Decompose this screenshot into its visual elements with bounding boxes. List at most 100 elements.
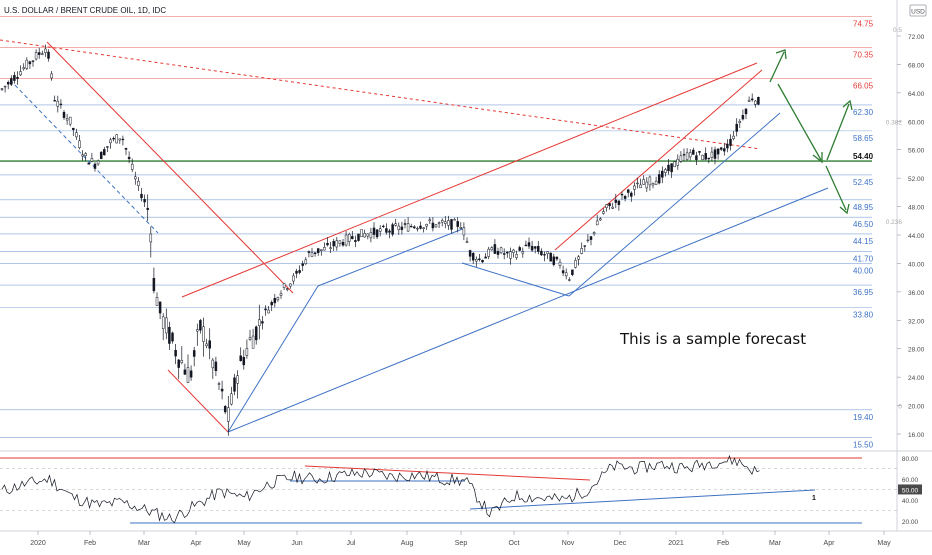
candle-body xyxy=(431,222,435,229)
level-label: 36.95 xyxy=(853,288,874,297)
candle-body xyxy=(75,132,78,138)
candle-body xyxy=(304,259,308,265)
candle-body xyxy=(96,160,100,165)
candle-body xyxy=(329,247,332,249)
candle-body xyxy=(422,227,425,229)
candle-body xyxy=(602,211,605,214)
candle-body xyxy=(444,221,447,224)
candle-body xyxy=(295,270,298,274)
candle-body xyxy=(636,182,639,185)
candle-body xyxy=(515,254,518,258)
candle-body xyxy=(34,52,38,60)
level-label: 52.45 xyxy=(853,178,874,187)
level-label: 62.30 xyxy=(853,108,874,117)
fib-label: 0.382 xyxy=(886,119,903,126)
candle-body xyxy=(413,226,416,229)
candle-body xyxy=(87,162,91,165)
candle-body xyxy=(44,48,47,53)
candle-body xyxy=(626,189,630,193)
candle-body xyxy=(481,259,484,263)
x-tick-label: 2021 xyxy=(668,540,684,547)
candle-body xyxy=(335,240,339,248)
candle-body xyxy=(270,302,273,306)
candle-body xyxy=(347,233,351,242)
candle-body xyxy=(233,377,236,392)
candle-body xyxy=(301,263,304,266)
candle-body xyxy=(307,251,311,253)
currency-badge[interactable] xyxy=(909,4,927,17)
candle-body xyxy=(161,316,165,329)
candle-body xyxy=(493,244,497,254)
candle-body xyxy=(332,241,335,247)
candle-body xyxy=(583,245,587,247)
candle-body xyxy=(403,223,407,225)
candle-body xyxy=(757,97,760,105)
candle-body xyxy=(276,297,280,301)
x-tick-label: Sep xyxy=(455,540,468,547)
candle-body xyxy=(109,139,112,144)
candle-body xyxy=(599,218,602,221)
candle-body xyxy=(394,223,397,226)
candle-body xyxy=(13,75,16,81)
x-tick-label: Feb xyxy=(717,540,729,547)
candle-body xyxy=(385,228,388,233)
candle-body xyxy=(416,227,419,230)
rsi-blue-trend xyxy=(469,489,816,510)
candle-body xyxy=(261,321,264,324)
candle-body xyxy=(744,108,748,115)
candle-body xyxy=(735,123,738,132)
candle-body xyxy=(289,283,292,287)
x-tick-label: Oct xyxy=(509,540,520,547)
candle-body xyxy=(564,272,568,277)
candle-body xyxy=(372,227,376,235)
x-tick-label: Jul xyxy=(347,540,356,547)
candle-body xyxy=(524,244,528,247)
candle-body xyxy=(264,308,267,311)
candle-body xyxy=(478,258,481,260)
candle-body xyxy=(140,193,143,199)
candle-body xyxy=(750,98,754,101)
candle-body xyxy=(155,297,159,306)
candle-body xyxy=(248,337,252,340)
candle-body xyxy=(453,219,456,221)
candle-body xyxy=(211,359,215,369)
candle-body xyxy=(552,256,556,265)
candle-body xyxy=(103,149,106,156)
rsi-tick-label: 40.00 xyxy=(902,498,919,505)
candle-body xyxy=(484,256,487,259)
x-tick-label: Nov xyxy=(562,540,575,547)
candle-body xyxy=(592,232,596,235)
y-tick-label: 48.00 xyxy=(908,205,925,212)
candle-body xyxy=(434,224,438,228)
candle-body xyxy=(654,180,658,185)
candle-body xyxy=(56,100,60,107)
candle-body xyxy=(695,155,698,161)
y-tick-label: 40.00 xyxy=(908,261,925,268)
candle-body xyxy=(118,138,122,141)
candle-body xyxy=(81,154,84,157)
candle-body xyxy=(682,154,686,156)
candlesticks xyxy=(0,44,760,436)
candle-body xyxy=(391,224,394,235)
candle-body xyxy=(527,242,531,247)
candle-body xyxy=(692,149,695,155)
candle-body xyxy=(723,148,726,152)
candle-body xyxy=(586,239,590,242)
candle-body xyxy=(84,153,87,156)
candle-body xyxy=(186,367,190,383)
candle-body xyxy=(341,242,345,246)
rsi-tick-label: 60.00 xyxy=(902,477,919,484)
x-axis: 2020 Feb Mar Apr May Jun Jul Aug Sep Oct Nov Dec 202… xyxy=(30,531,891,547)
candle-body xyxy=(354,240,357,242)
candle-body xyxy=(220,388,224,392)
candle-body xyxy=(282,283,286,288)
level-label: 70.35 xyxy=(853,51,874,60)
x-tick-label: May xyxy=(237,540,251,547)
candle-body xyxy=(664,169,667,173)
candle-body xyxy=(425,223,428,227)
candle-body xyxy=(512,249,515,253)
y-tick-label: 16.00 xyxy=(908,432,925,439)
candle-body xyxy=(754,100,757,105)
rsi-panel: 80.00 60.00 50.00 40.00 20.00 1 xyxy=(0,454,922,526)
level-label: 46.50 xyxy=(853,220,874,229)
